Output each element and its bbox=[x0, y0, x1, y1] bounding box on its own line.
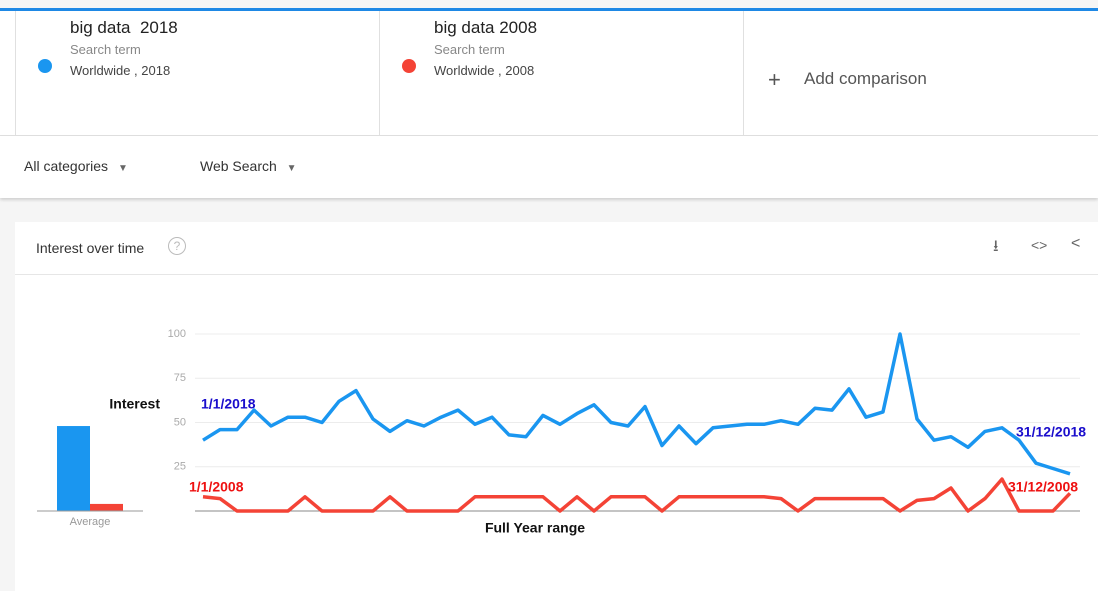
y-tick-label: 50 bbox=[174, 416, 186, 428]
series-line bbox=[202, 332, 1071, 476]
x-axis-label: Full Year range bbox=[485, 520, 585, 536]
terms-header: big data 2018 Search term Worldwide , 20… bbox=[0, 11, 1098, 136]
average-bar bbox=[90, 503, 123, 511]
annotation: 1/1/2018 bbox=[201, 396, 256, 412]
card-title: Interest over time bbox=[36, 240, 145, 256]
term-card[interactable]: big data 2008 Search term Worldwide , 20… bbox=[380, 11, 744, 135]
y-tick-label: 100 bbox=[168, 328, 186, 340]
filter-label: All categories bbox=[24, 158, 109, 174]
average-bar bbox=[57, 426, 90, 511]
y-tick-label: 25 bbox=[174, 461, 186, 473]
embed-icon[interactable]: <> bbox=[1031, 237, 1048, 253]
term-kind: Search term bbox=[70, 42, 141, 57]
term-name: big data 2018 bbox=[70, 18, 178, 37]
dropdown-arrow: ▼ bbox=[117, 163, 128, 174]
series-line bbox=[202, 477, 1072, 513]
term-region: Worldwide , 2008 bbox=[434, 63, 535, 78]
average-label: Average bbox=[70, 516, 111, 528]
annotation: 31/12/2008 bbox=[1008, 479, 1078, 495]
filter-bar: All categories ▼ Web Search ▼ bbox=[0, 136, 1098, 198]
y-tick-label: 75 bbox=[174, 372, 186, 384]
download-icon[interactable]: ⭳ bbox=[993, 238, 999, 255]
plus-icon[interactable]: + bbox=[768, 67, 781, 92]
term-region: Worldwide , 2018 bbox=[70, 63, 171, 78]
term-kind: Search term bbox=[434, 42, 505, 57]
share-icon[interactable]: < bbox=[1071, 235, 1081, 252]
card-header: Interest over time ? ⭳ <> < bbox=[15, 222, 1098, 275]
help-icon[interactable]: ? bbox=[168, 237, 186, 255]
term-dot bbox=[402, 59, 416, 73]
term-dot bbox=[38, 59, 52, 73]
category-filter[interactable]: All categories ▼ bbox=[24, 158, 128, 174]
y-axis-label: Interest bbox=[109, 396, 160, 412]
chart-card: Interest over time ? ⭳ <> < bbox=[15, 222, 1098, 591]
add-comparison[interactable]: Add comparison bbox=[804, 69, 927, 88]
annotation: 31/12/2018 bbox=[1016, 424, 1086, 440]
top-bar bbox=[0, 8, 1098, 11]
term-card[interactable]: big data 2018 Search term Worldwide , 20… bbox=[15, 11, 380, 135]
annotation: 1/1/2008 bbox=[189, 479, 244, 495]
dropdown-arrow: ▼ bbox=[286, 163, 297, 174]
filter-label: Web Search bbox=[200, 158, 277, 174]
search-type-filter[interactable]: Web Search ▼ bbox=[200, 158, 297, 174]
term-name: big data 2008 bbox=[434, 18, 538, 37]
